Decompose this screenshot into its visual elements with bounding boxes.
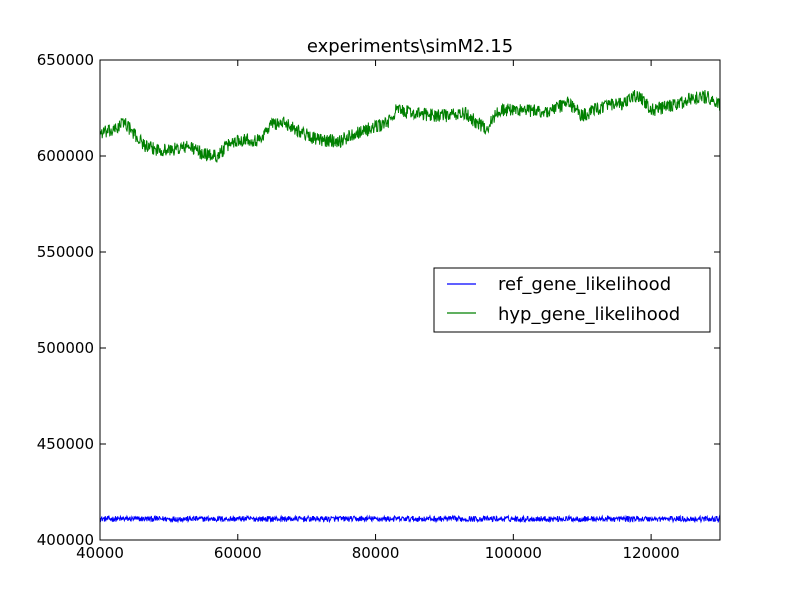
legend: ref_gene_likelihood hyp_gene_likelihood xyxy=(434,268,710,332)
legend-label-hyp: hyp_gene_likelihood xyxy=(498,304,680,325)
y-tick-label: 400000 xyxy=(37,531,94,549)
y-tick-label: 450000 xyxy=(37,435,94,453)
y-tick-label: 500000 xyxy=(37,339,94,357)
y-tick-label: 650000 xyxy=(37,51,94,69)
x-tick-label: 100000 xyxy=(485,544,542,562)
x-tick-label: 120000 xyxy=(622,544,679,562)
x-tick-label: 60000 xyxy=(214,544,262,562)
legend-label-ref: ref_gene_likelihood xyxy=(498,274,671,295)
x-tick-label: 80000 xyxy=(352,544,400,562)
y-tick-label: 550000 xyxy=(37,243,94,261)
y-tick-label: 600000 xyxy=(37,147,94,165)
chart-title: experiments\simM2.15 xyxy=(307,36,513,57)
